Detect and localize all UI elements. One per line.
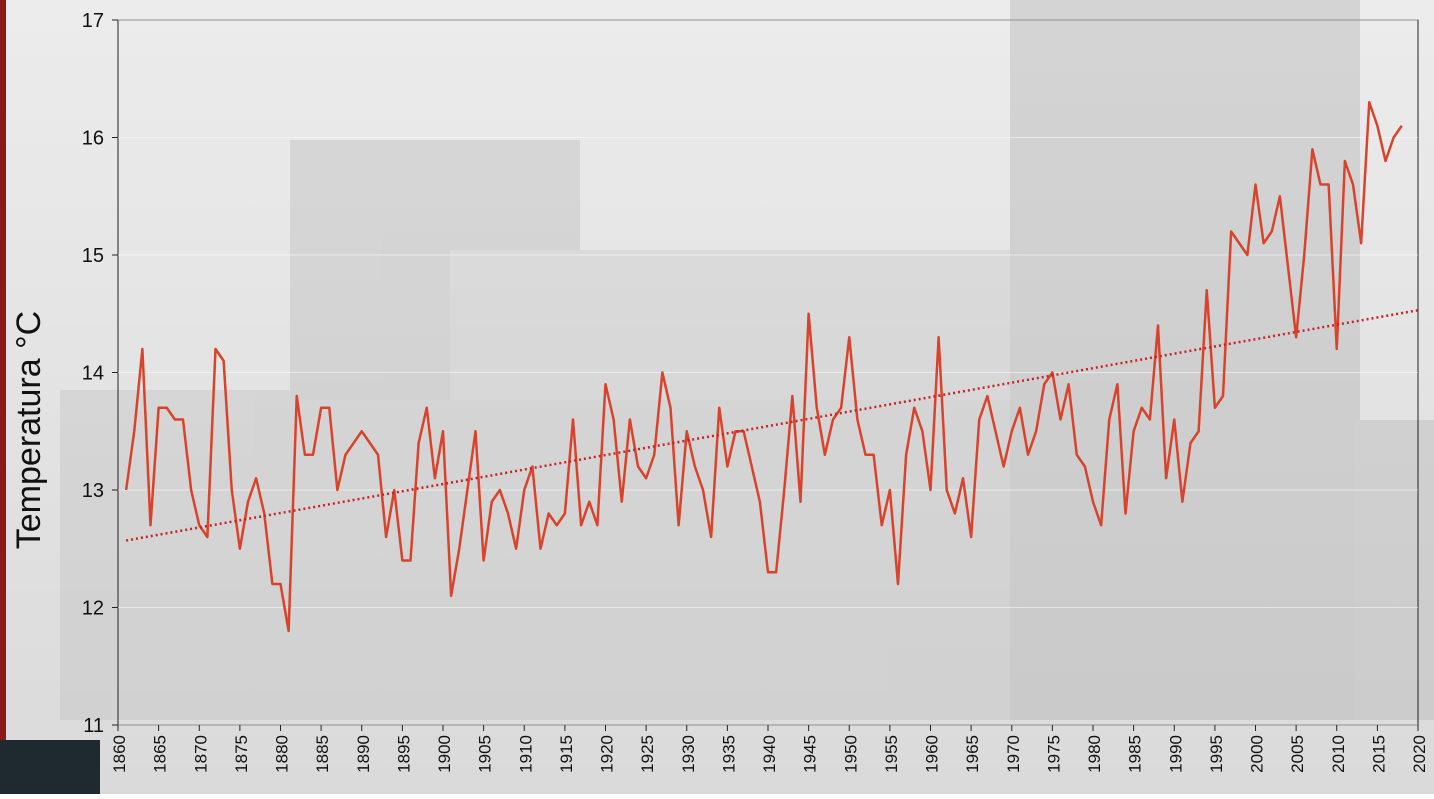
x-tick-label: 1920	[598, 735, 617, 773]
x-tick-label: 1985	[1126, 735, 1145, 773]
x-tick-label: 1880	[273, 735, 292, 773]
y-tick-label: 17	[82, 10, 104, 32]
y-tick-label: 11	[83, 715, 104, 737]
x-tick-label: 2010	[1329, 735, 1348, 773]
x-tick-label: 1960	[923, 735, 942, 773]
x-tick-label: 1990	[1166, 735, 1185, 773]
x-tick-label: 2015	[1369, 735, 1388, 773]
x-tick-label: 1895	[394, 735, 413, 773]
x-tick-label: 1955	[882, 735, 901, 773]
x-tick-label: 1965	[963, 735, 982, 773]
x-tick-label: 1975	[1044, 735, 1063, 773]
y-tick-label: 14	[82, 363, 104, 385]
x-tick-label: 1910	[516, 735, 535, 773]
x-tick-label: 1980	[1085, 735, 1104, 773]
x-tick-label: 1950	[841, 735, 860, 773]
x-tick-label: 1945	[801, 735, 820, 773]
x-tick-label: 1970	[1004, 735, 1023, 773]
x-tick-label: 2000	[1248, 735, 1267, 773]
x-tick-label: 2020	[1410, 735, 1429, 773]
y-tick-label: 13	[82, 480, 104, 502]
x-tick-label: 1995	[1207, 735, 1226, 773]
left-border	[0, 0, 6, 794]
x-tick-label: 1940	[760, 735, 779, 773]
x-tick-label: 1900	[435, 735, 454, 773]
x-tick-label: 1890	[354, 735, 373, 773]
x-tick-label: 1885	[313, 735, 332, 773]
corner	[0, 740, 100, 794]
x-tick-label: 1915	[557, 735, 576, 773]
y-tick-label: 15	[82, 245, 104, 267]
x-tick-label: 2005	[1288, 735, 1307, 773]
x-tick-label: 1865	[151, 735, 170, 773]
x-tick-label: 1930	[679, 735, 698, 773]
x-tick-label: 1925	[638, 735, 657, 773]
y-tick-label: 12	[82, 598, 104, 620]
x-tick-label: 1860	[110, 735, 129, 773]
x-tick-label: 1905	[476, 735, 495, 773]
chart: Temperatura °C 11 12 13 14 15 16 17 1860 1865 187…	[0, 0, 1434, 794]
y-tick-label: 16	[82, 128, 104, 150]
x-tick-label: 1875	[232, 735, 251, 773]
y-axis-label: Temperatura °C	[10, 311, 48, 549]
x-tick-label: 1935	[719, 735, 738, 773]
x-tick-label: 1870	[191, 735, 210, 773]
